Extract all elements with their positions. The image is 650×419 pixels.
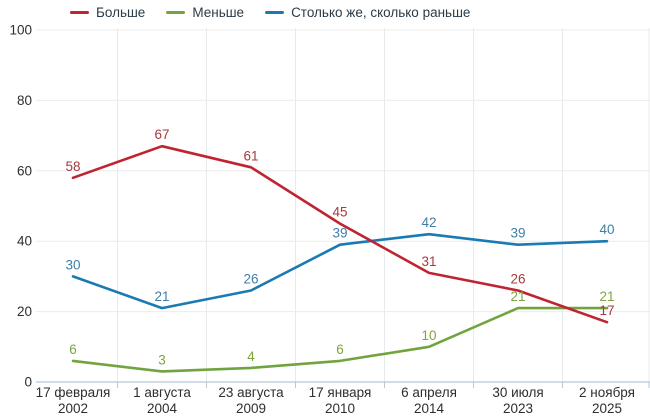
y-tick-label: 40 [17, 234, 32, 249]
x-tick-label: 6 апреля 2014 [401, 385, 457, 416]
point-label-same-as-before-1: 21 [154, 289, 169, 304]
point-label-same-as-before-0: 30 [65, 257, 80, 272]
point-label-less-6: 21 [599, 289, 614, 304]
x-tick-label: 17 января 2010 [309, 385, 372, 416]
x-tick-label: 1 августа 2004 [133, 385, 191, 416]
chart-legend: Больше Меньше Столько же, сколько раньше [70, 5, 470, 20]
point-label-more-5: 26 [510, 271, 525, 286]
point-label-less-5: 21 [510, 289, 525, 304]
point-label-more-4: 31 [421, 254, 436, 269]
x-tick-label: 23 августа 2009 [218, 385, 284, 416]
point-label-same-as-before-2: 26 [243, 271, 258, 286]
x-tick-label: 17 февраля 2002 [36, 385, 111, 416]
x-tick-label: 30 июля 2023 [492, 385, 543, 416]
point-label-more-3: 45 [332, 205, 347, 220]
point-label-less-3: 6 [336, 342, 344, 357]
legend-item-less[interactable]: Меньше [166, 5, 244, 20]
series-line-same-as-before [71, 232, 609, 310]
legend-item-same-as-before[interactable]: Столько же, сколько раньше [265, 5, 470, 20]
y-tick-label: 80 [17, 93, 32, 108]
x-tick-label: 2 ноября 2025 [579, 385, 635, 416]
point-label-less-0: 6 [69, 342, 77, 357]
y-tick-label: 0 [24, 375, 32, 390]
legend-marker-more-icon [70, 11, 89, 14]
point-label-more-6: 17 [599, 303, 614, 318]
legend-label-same-as-before: Столько же, сколько раньше [291, 5, 471, 20]
point-label-less-2: 4 [247, 349, 255, 364]
series-line-more [71, 144, 609, 324]
point-label-more-1: 67 [154, 127, 169, 142]
y-tick-label: 20 [17, 304, 32, 319]
legend-marker-same-as-before-icon [265, 11, 285, 14]
y-tick-label: 60 [17, 163, 32, 178]
legend-label-less: Меньше [192, 5, 245, 20]
series-line-less [71, 306, 609, 373]
point-label-more-0: 58 [65, 159, 80, 174]
legend-item-more[interactable]: Больше [70, 5, 145, 20]
point-label-same-as-before-3: 39 [332, 226, 347, 241]
point-label-same-as-before-4: 42 [421, 215, 436, 230]
legend-label-more: Больше [96, 5, 146, 20]
point-label-less-4: 10 [421, 328, 436, 343]
point-label-more-2: 61 [243, 148, 258, 163]
legend-marker-less-icon [166, 11, 186, 14]
y-tick-label: 100 [9, 23, 32, 38]
point-label-less-1: 3 [158, 352, 166, 367]
point-label-same-as-before-5: 39 [510, 226, 525, 241]
point-label-same-as-before-6: 40 [599, 222, 614, 237]
